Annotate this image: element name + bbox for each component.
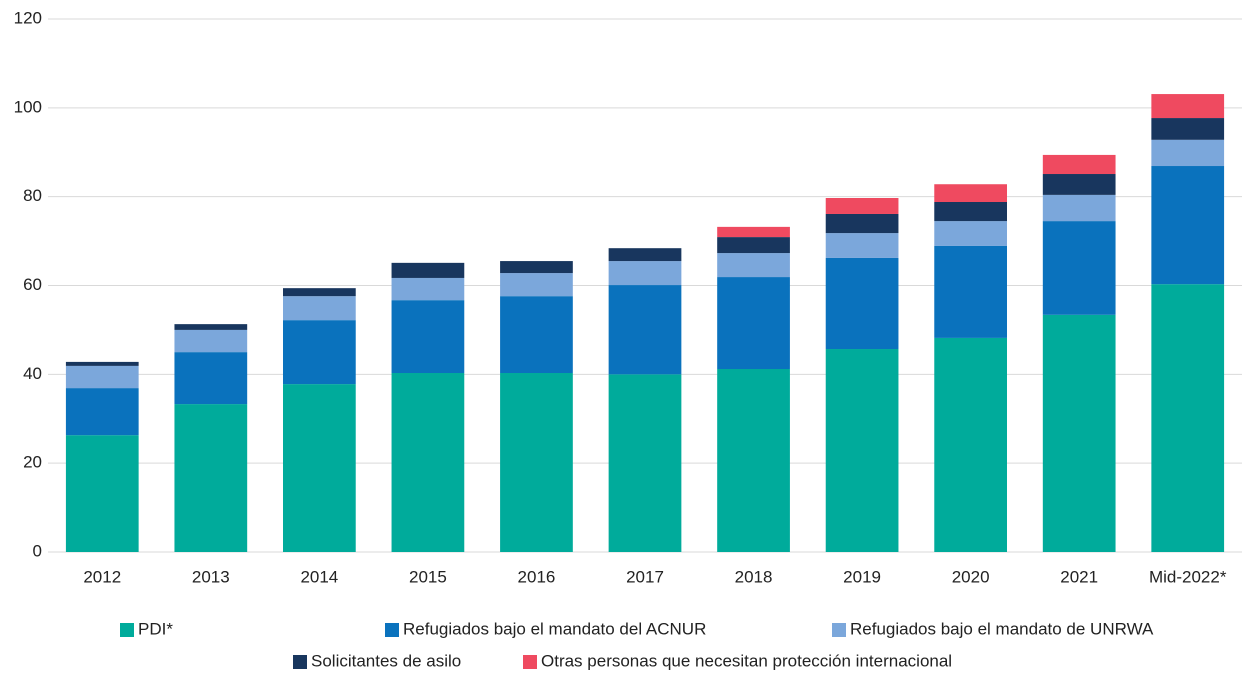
bar-segment — [934, 245, 1007, 338]
bar-segment — [934, 201, 1007, 222]
bar-segment — [1151, 94, 1225, 119]
bar-segment — [65, 365, 139, 389]
legend-swatch — [523, 655, 537, 669]
bar-segment — [1151, 166, 1225, 285]
bar-segment — [1042, 314, 1116, 552]
bar-segment — [1042, 221, 1116, 315]
bar-segment — [65, 361, 139, 366]
x-tick-label: 2016 — [518, 567, 556, 586]
bar-segment — [500, 261, 573, 274]
bar-segment — [717, 277, 790, 370]
x-tick-label: 2015 — [409, 567, 447, 586]
bar-segment — [174, 404, 248, 552]
y-tick-label: 20 — [23, 453, 42, 472]
y-tick-label: 0 — [33, 541, 42, 560]
bar-segment — [934, 184, 1007, 202]
x-tick-label: 2014 — [300, 567, 338, 586]
bar-segment — [717, 253, 790, 278]
bar-segment — [174, 352, 248, 405]
legend-label: Solicitantes de asilo — [311, 651, 461, 670]
bar-segment — [717, 226, 790, 238]
bar-segment — [717, 369, 790, 552]
bar-segment — [1151, 284, 1225, 552]
legend-swatch — [832, 623, 846, 637]
bar-segment — [283, 296, 356, 321]
y-tick-label: 60 — [23, 275, 42, 294]
bar-segment — [1042, 154, 1116, 175]
bar-segment — [1042, 194, 1116, 222]
bar-segment — [174, 324, 248, 330]
y-tick-label: 80 — [23, 186, 42, 205]
bar-segment — [500, 373, 573, 552]
bar-segment — [500, 296, 573, 374]
legend-swatch — [293, 655, 307, 669]
y-tick-label: 100 — [14, 97, 42, 116]
bar-segment — [391, 277, 465, 301]
bar-segment — [608, 285, 682, 375]
x-tick-label: 2020 — [952, 567, 990, 586]
legend-label: Otras personas que necesitan protección … — [541, 651, 952, 670]
bar-segment — [934, 221, 1007, 246]
bar-segment — [608, 374, 682, 552]
bar-segment — [825, 349, 899, 552]
bar-segment — [825, 257, 899, 350]
x-tick-label: Mid-2022* — [1149, 567, 1227, 586]
bar-segment — [283, 288, 356, 297]
bar-segment — [391, 262, 465, 278]
legend-label: PDI* — [138, 619, 173, 638]
bar-segment — [825, 197, 899, 214]
x-tick-label: 2018 — [735, 567, 773, 586]
bar-segment — [825, 233, 899, 258]
bar-segment — [174, 329, 248, 353]
bar-segment — [65, 388, 139, 436]
legend-swatch — [120, 623, 134, 637]
bar-segment — [1151, 139, 1225, 167]
bar-segment — [608, 248, 682, 262]
y-tick-label: 120 — [14, 8, 42, 27]
bar-segment — [283, 384, 356, 552]
legend-swatch — [385, 623, 399, 637]
bar-segment — [825, 213, 899, 234]
x-tick-label: 2012 — [83, 567, 121, 586]
x-tick-label: 2013 — [192, 567, 230, 586]
x-tick-label: 2021 — [1060, 567, 1098, 586]
bar-segment — [1151, 118, 1225, 140]
legend-label: Refugiados bajo el mandato del ACNUR — [403, 619, 706, 638]
bar-segment — [391, 300, 465, 374]
bar-segment — [391, 373, 465, 552]
bar-segment — [500, 273, 573, 297]
bar-segment — [283, 320, 356, 385]
bar-segment — [608, 261, 682, 286]
x-tick-label: 2017 — [626, 567, 664, 586]
y-tick-label: 40 — [23, 364, 42, 383]
x-tick-label: 2019 — [843, 567, 881, 586]
bar-segment — [717, 237, 790, 254]
bar-segment — [65, 435, 139, 552]
bar-segment — [934, 337, 1007, 552]
bar-segment — [1042, 174, 1116, 195]
legend-label: Refugiados bajo el mandato de UNRWA — [850, 619, 1154, 638]
